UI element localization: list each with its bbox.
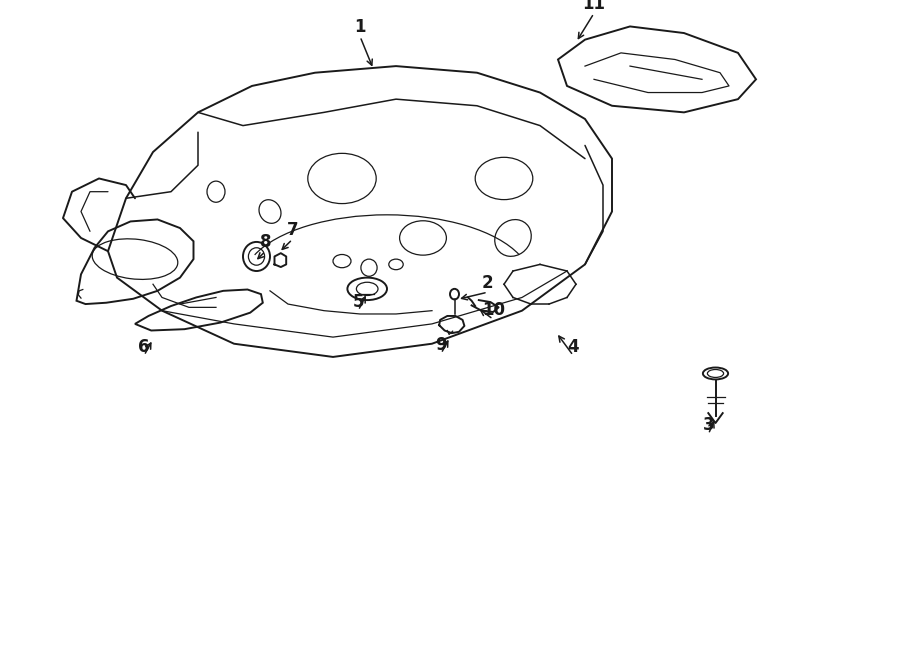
- Text: 9: 9: [436, 336, 446, 354]
- Text: 7: 7: [287, 221, 298, 239]
- Text: 10: 10: [482, 301, 505, 319]
- Text: 3: 3: [703, 416, 714, 434]
- Text: 2: 2: [482, 274, 493, 292]
- Text: 4: 4: [568, 338, 579, 356]
- Text: 11: 11: [582, 0, 606, 13]
- Text: 8: 8: [260, 233, 271, 251]
- Text: 1: 1: [355, 19, 365, 36]
- Text: 6: 6: [139, 338, 149, 356]
- Text: 5: 5: [353, 293, 364, 311]
